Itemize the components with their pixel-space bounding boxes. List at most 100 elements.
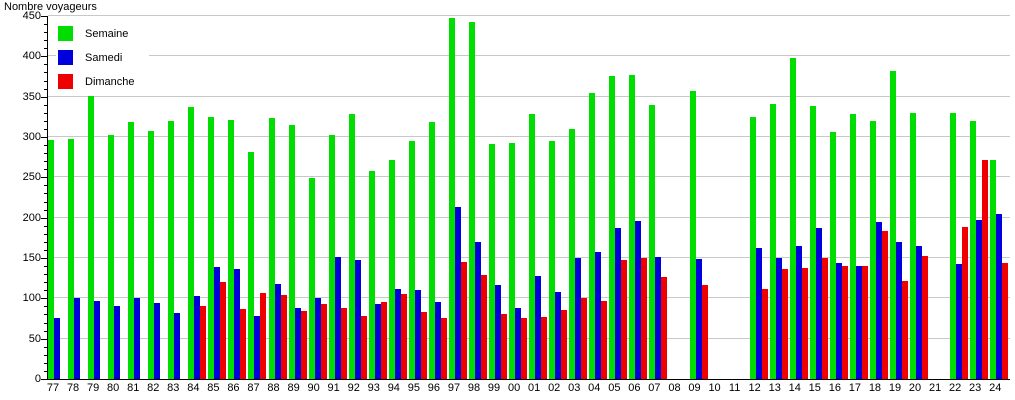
bar-samedi-17 [855,266,862,379]
x-tick-label-09: 09 [688,382,701,394]
x-tick-label-77: 77 [46,382,60,394]
x-tick-label-88: 88 [267,382,280,394]
bar-semaine-95 [408,141,415,379]
bar-semaine-87 [248,151,255,379]
x-tick-label-18: 18 [868,382,882,394]
chart-title: Nombre voyageurs [4,1,97,13]
y-minor-tick [44,72,47,73]
y-minor-tick [44,226,47,227]
x-tick-label-00: 00 [507,382,521,394]
y-major-tick [41,218,47,219]
bar-samedi-82 [154,303,161,379]
bar-group-11 [730,16,750,379]
gridline-200 [48,216,1010,218]
x-tick-label-11: 11 [728,382,741,394]
y-major-tick [41,258,47,259]
bar-group-22 [950,16,970,379]
x-tick-label-79: 79 [86,382,100,394]
y-minor-tick [44,250,47,251]
y-minor-tick [44,81,47,82]
bar-group-83 [168,16,188,379]
bar-group-18 [869,16,890,379]
y-major-tick [41,56,47,57]
legend: Semaine Samedi Dimanche [56,24,149,91]
y-tick-label-100: 100 [22,292,41,304]
x-tick-label-81: 81 [127,382,140,394]
legend-item-dimanche: Dimanche [58,74,135,89]
bar-semaine-22 [950,112,957,379]
bar-group-92 [348,16,369,379]
bar-group-91 [328,16,349,379]
bar-group-78 [68,16,88,379]
x-tick-label-89: 89 [287,382,300,394]
y-tick-label-200: 200 [22,212,41,224]
bar-semaine-96 [428,121,435,379]
bar-samedi-95 [414,290,421,379]
x-tick-label-95: 95 [407,382,420,394]
legend-swatch-samedi [58,50,73,65]
bar-semaine-91 [328,134,335,379]
x-tick-label-05: 05 [608,382,621,394]
x-tick-label-03: 03 [568,382,581,394]
bar-semaine-14 [789,57,796,379]
x-tick-label-96: 96 [427,382,441,394]
y-tick-label-350: 350 [22,91,41,103]
y-major-tick [41,298,47,299]
bar-dimanche-89 [300,311,307,379]
x-tick-label-99: 99 [487,382,501,394]
bar-group-04 [589,16,609,379]
gridline-250 [48,176,1010,178]
bar-samedi-97 [454,207,461,379]
bar-dimanche-02 [561,310,568,379]
bar-samedi-03 [575,258,582,379]
y-minor-tick [44,153,47,154]
x-tick-label-92: 92 [347,382,360,394]
bar-dimanche-90 [320,303,327,379]
bar-samedi-16 [835,262,842,379]
x-tick-label-22: 22 [949,382,962,394]
bar-group-84 [188,16,208,379]
bar-group-07 [649,16,669,379]
x-tick-label-78: 78 [66,382,80,394]
bar-group-01 [529,16,549,379]
bar-semaine-82 [148,131,155,379]
x-tick-label-07: 07 [648,382,661,394]
bar-dimanche-98 [480,274,487,379]
x-tick-label-84: 84 [187,382,200,394]
bar-samedi-80 [114,306,121,379]
bar-samedi-14 [795,245,802,379]
bar-semaine-09 [689,91,696,379]
bar-group-82 [148,16,168,379]
y-minor-tick [44,105,47,106]
y-tick-label-150: 150 [22,252,41,264]
x-tick-label-98: 98 [467,382,481,394]
bar-semaine-07 [649,104,656,379]
bar-semaine-17 [849,114,856,379]
bar-dimanche-14 [801,267,808,379]
bar-group-93 [368,16,389,379]
bar-samedi-88 [274,283,281,379]
bar-dimanche-16 [841,266,848,379]
y-tick-label-450: 450 [22,10,41,22]
bar-semaine-23 [970,120,977,379]
bar-dimanche-85 [220,282,227,379]
bar-dimanche-93 [380,301,387,379]
bar-samedi-15 [815,228,822,379]
bar-semaine-05 [609,75,616,379]
bar-samedi-92 [354,259,361,379]
bar-semaine-79 [88,95,95,379]
x-tick-label-91: 91 [327,382,340,394]
y-minor-tick [44,193,47,194]
y-minor-tick [44,282,47,283]
y-minor-tick [44,371,47,372]
bar-dimanche-24 [1002,262,1009,379]
y-minor-tick [44,314,47,315]
gridline-350 [48,95,1010,97]
bar-samedi-89 [294,308,301,379]
bar-dimanche-20 [922,255,929,379]
bar-group-02 [549,16,569,379]
bar-semaine-77 [48,140,54,379]
bar-group-79 [88,16,108,379]
bar-group-86 [228,16,248,379]
x-tick-label-15: 15 [808,382,821,394]
